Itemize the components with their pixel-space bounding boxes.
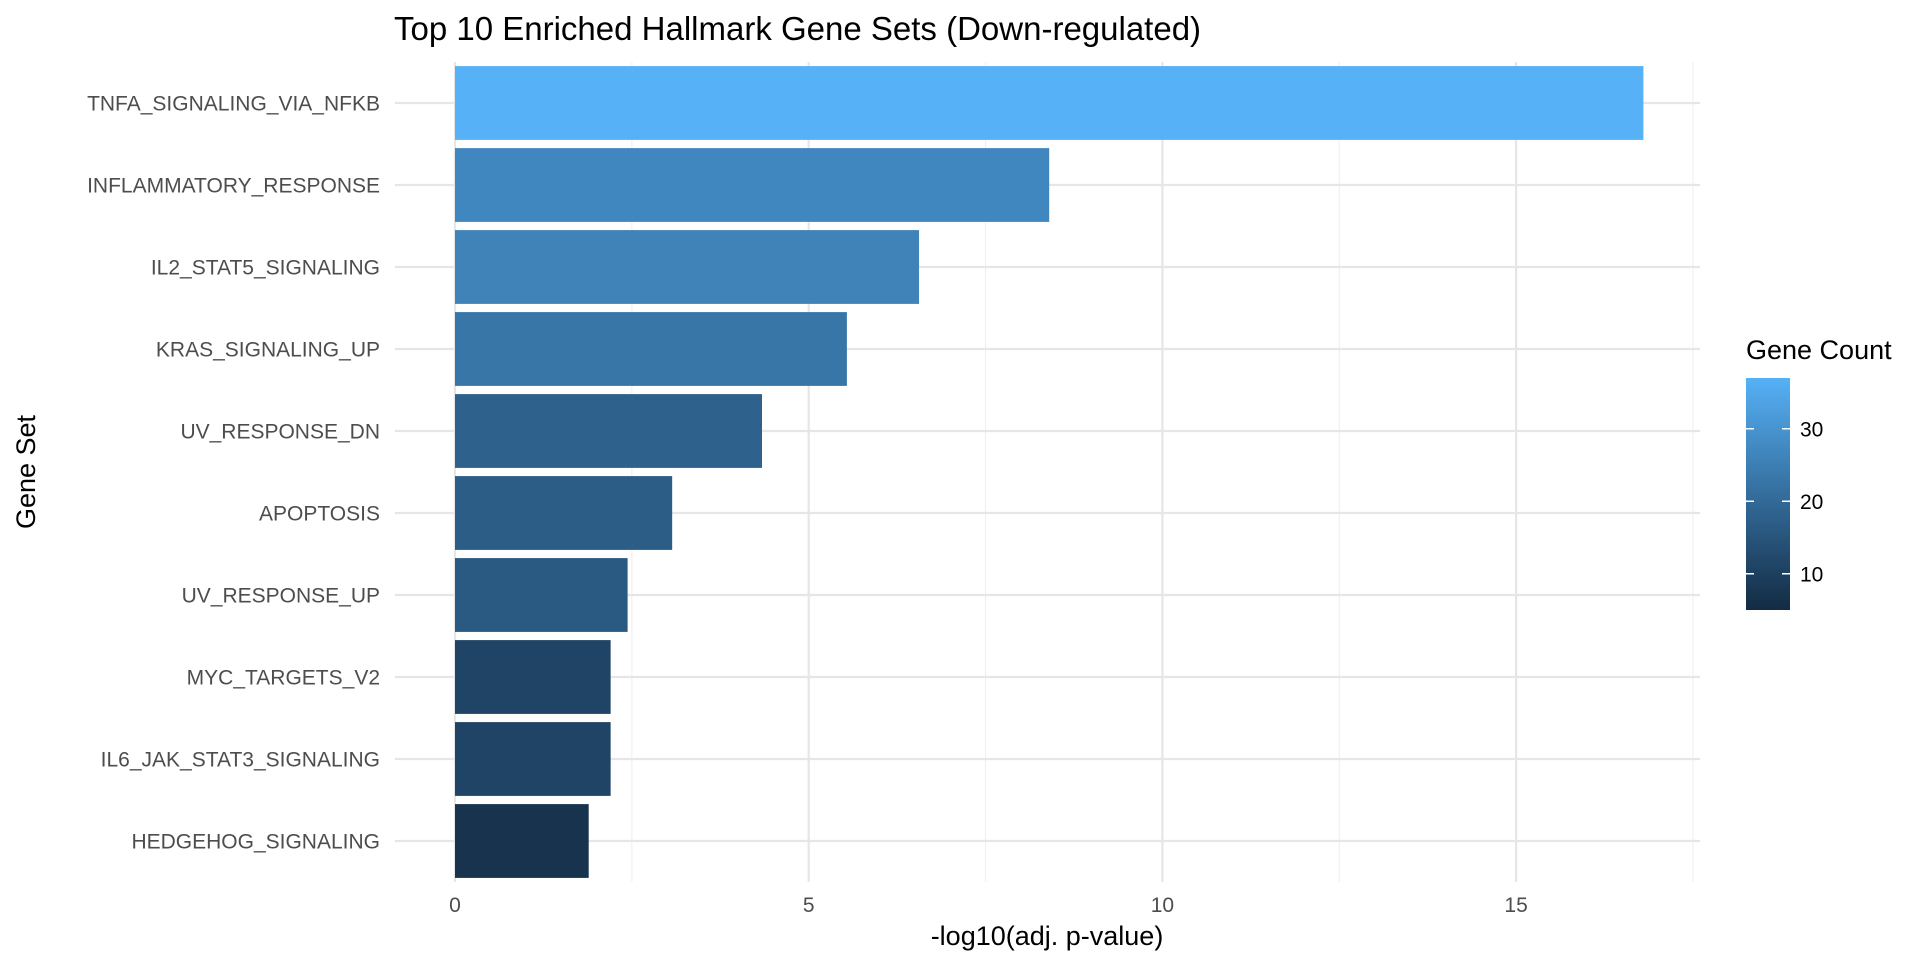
x-tick-label: 15	[1504, 894, 1527, 917]
y-category-label: UV_RESPONSE_UP	[182, 585, 380, 608]
x-axis-ticks: 0 5 10 15	[449, 894, 1528, 917]
y-category-label: APOPTOSIS	[259, 503, 380, 526]
y-axis-title: Gene Set	[11, 414, 41, 529]
bars	[455, 66, 1644, 878]
legend-tick-label: 10	[1800, 563, 1823, 586]
y-category-label: UV_RESPONSE_DN	[180, 421, 380, 444]
x-tick-label: 5	[803, 894, 815, 917]
y-axis-categories: TNFA_SIGNALING_VIA_NFKB INFLAMMATORY_RESP…	[87, 93, 380, 854]
x-axis-title: -log10(adj. p-value)	[931, 921, 1164, 951]
legend-ticks: 10 20 30	[1746, 418, 1823, 586]
bar	[455, 66, 1644, 140]
legend: Gene Count 10 20 30	[1746, 335, 1892, 610]
bar	[455, 722, 611, 796]
y-category-label: MYC_TARGETS_V2	[187, 667, 380, 690]
bar	[455, 558, 628, 632]
legend-tick-label: 30	[1800, 418, 1823, 441]
bar	[455, 476, 673, 550]
bar	[455, 312, 847, 386]
legend-title: Gene Count	[1746, 335, 1892, 365]
legend-colorbar	[1746, 378, 1790, 610]
y-category-label: HEDGEHOG_SIGNALING	[131, 831, 380, 854]
y-category-label: TNFA_SIGNALING_VIA_NFKB	[87, 93, 380, 116]
bar	[455, 394, 763, 468]
bar	[455, 804, 589, 878]
y-category-label: INFLAMMATORY_RESPONSE	[87, 175, 380, 198]
bar	[455, 230, 920, 304]
y-category-label: IL2_STAT5_SIGNALING	[151, 257, 380, 280]
chart-title: Top 10 Enriched Hallmark Gene Sets (Down…	[394, 10, 1201, 47]
bar	[455, 148, 1050, 222]
legend-tick-label: 20	[1800, 491, 1823, 514]
y-category-label: KRAS_SIGNALING_UP	[156, 339, 380, 362]
y-category-label: IL6_JAK_STAT3_SIGNALING	[101, 749, 380, 772]
x-tick-label: 0	[449, 894, 461, 917]
bar	[455, 640, 611, 714]
x-tick-label: 10	[1151, 894, 1174, 917]
